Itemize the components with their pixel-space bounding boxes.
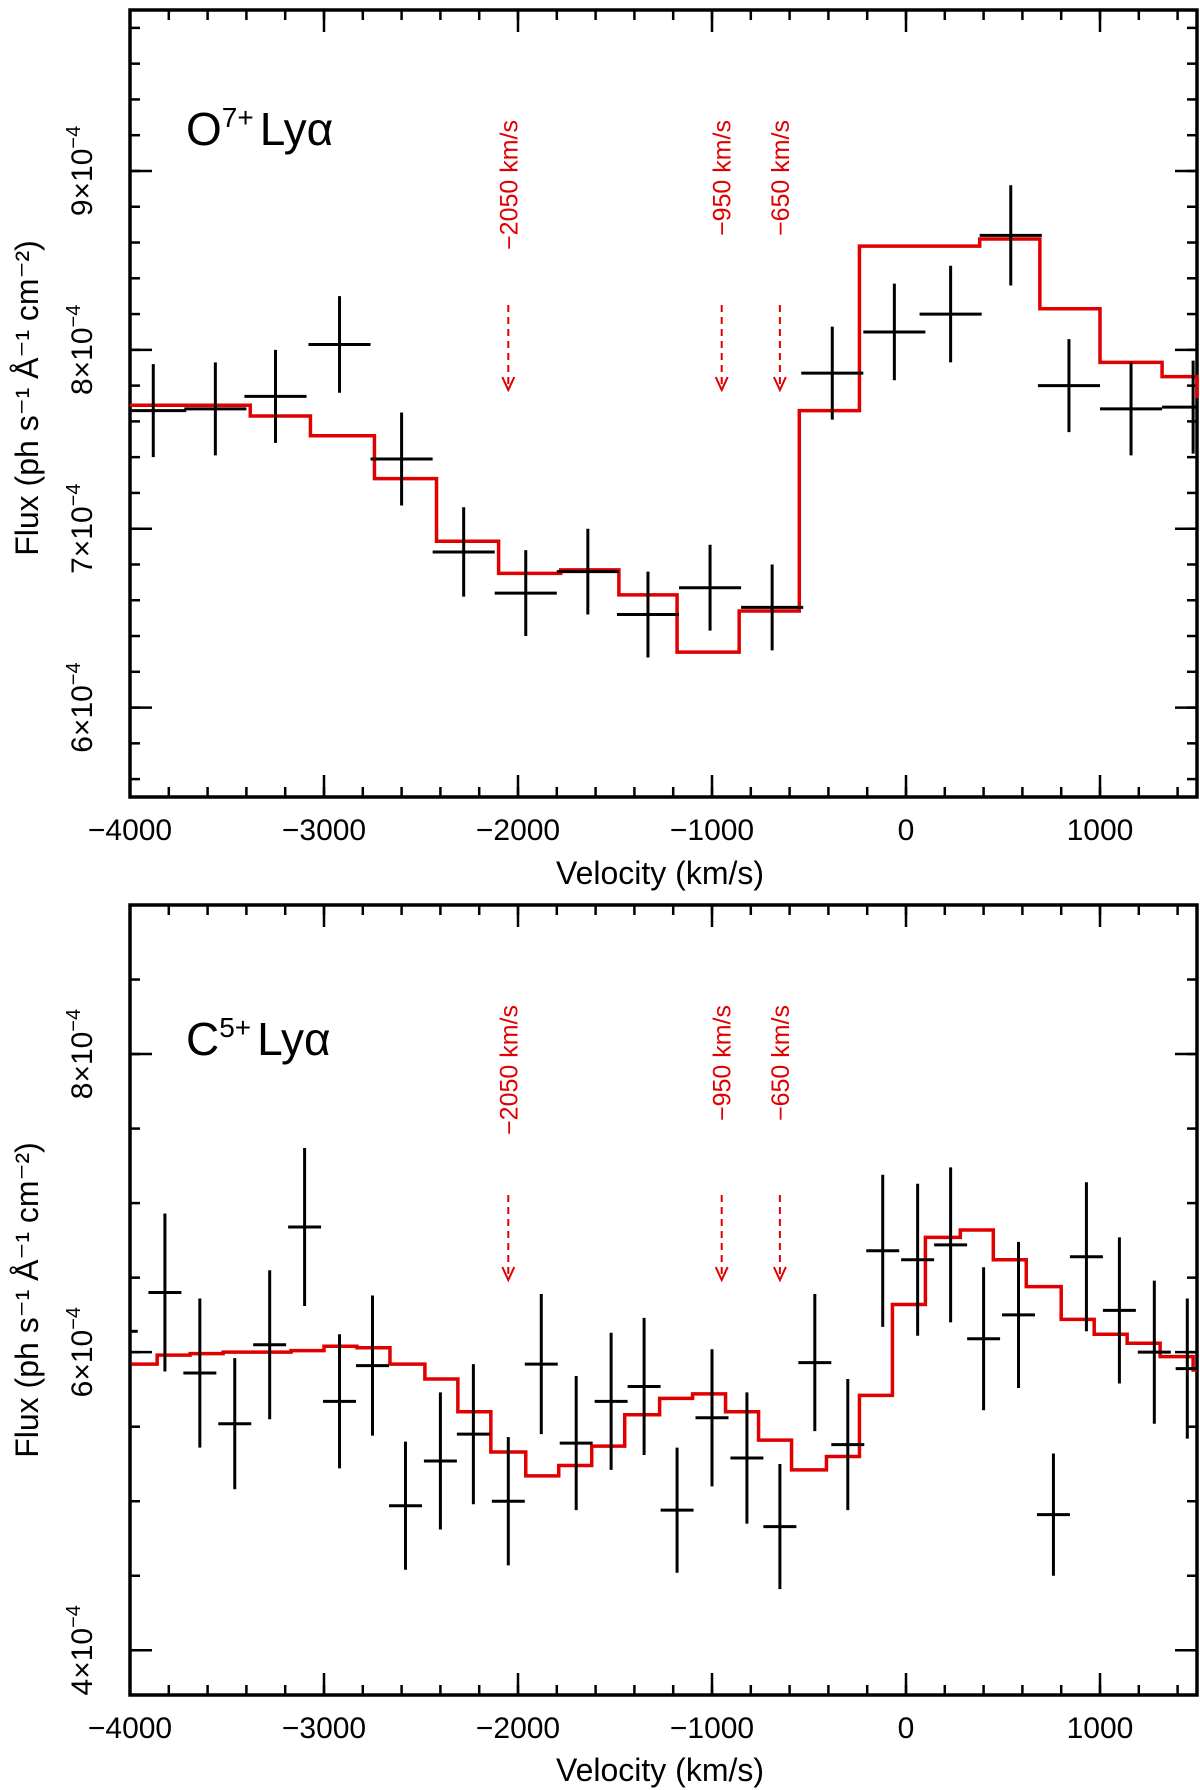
data-point <box>1069 1182 1103 1332</box>
y-tick-label: 6×10−4 <box>63 662 99 752</box>
data-point <box>1175 1298 1197 1439</box>
data-point <box>967 1267 1001 1411</box>
velocity-marker-arrowhead <box>501 1266 516 1283</box>
data-point <box>184 362 247 456</box>
data-point <box>253 1270 287 1420</box>
velocity-marker-arrowhead <box>714 1266 729 1283</box>
data-point <box>831 1379 865 1511</box>
panel-c5-lya: C5+ Lyα Velocity (km/s) Flux (ph s⁻¹ Å⁻¹ … <box>9 903 1199 1788</box>
y-tick-label: 6×10−4 <box>63 1307 99 1397</box>
y-axis-label: Flux (ph s⁻¹ Å⁻¹ cm⁻²) <box>9 1142 45 1458</box>
data-point <box>1037 339 1100 433</box>
x-tick-label: −1000 <box>670 814 754 847</box>
data-point <box>388 1441 422 1570</box>
data-point <box>594 1332 628 1470</box>
data-point <box>1162 360 1197 454</box>
data-point <box>866 1174 900 1327</box>
velocity-marker-arrowhead <box>772 376 787 393</box>
y-tick-label: 4×10−4 <box>63 1605 99 1695</box>
velocity-marker-label: −650 km/s <box>767 1005 795 1121</box>
y-tick-label: 9×10−4 <box>63 126 99 216</box>
x-tick-label: 1000 <box>1067 1712 1134 1745</box>
x-tick-label: 1000 <box>1067 814 1134 847</box>
data-point <box>763 1463 797 1590</box>
x-tick-label: −4000 <box>88 1712 172 1745</box>
x-tick-label: −3000 <box>282 814 366 847</box>
data-point <box>801 326 864 420</box>
data-point <box>494 550 557 637</box>
velocity-marker-label: −2050 km/s <box>495 1005 523 1135</box>
data-point <box>130 364 187 458</box>
x-axis-label: Velocity (km/s) <box>556 855 764 891</box>
x-tick-label: −2000 <box>476 814 560 847</box>
data-point <box>524 1294 558 1435</box>
model-histogram <box>130 237 1199 654</box>
velocity-marker-arrowhead <box>772 1266 787 1283</box>
data-point <box>919 265 982 363</box>
data-point <box>660 1447 694 1573</box>
data-point <box>1036 1453 1070 1576</box>
data-point <box>432 507 495 597</box>
panel-title: C5+ Lyα <box>186 1012 331 1065</box>
data-point <box>863 283 926 381</box>
data-point <box>556 528 619 615</box>
x-tick-label: −2000 <box>476 1712 560 1745</box>
data-point <box>741 564 804 651</box>
panel-o7-lya: O7+ Lyα Velocity (km/s) Flux (ph s⁻¹ Å⁻¹ … <box>9 8 1199 891</box>
velocity-marker-label: −2050 km/s <box>495 120 523 250</box>
velocity-marker-arrowhead <box>501 376 516 393</box>
data-point <box>183 1298 217 1448</box>
data-point <box>730 1392 764 1524</box>
data-point <box>128 1261 138 1402</box>
velocity-marker-label: −650 km/s <box>767 120 795 236</box>
data-point <box>423 1392 457 1530</box>
data-point <box>1002 1241 1036 1388</box>
data-point <box>218 1358 252 1490</box>
data-point <box>456 1364 490 1505</box>
data-point <box>1102 1237 1136 1384</box>
velocity-marker-arrowhead <box>714 376 729 393</box>
panel-title: O7+ Lyα <box>186 102 333 155</box>
y-axis-label: Flux (ph s⁻¹ Å⁻¹ cm⁻²) <box>9 240 45 556</box>
data-point <box>559 1376 593 1511</box>
x-axis-label: Velocity (km/s) <box>556 1752 764 1788</box>
x-tick-label: −3000 <box>282 1712 366 1745</box>
x-tick-label: 0 <box>898 1712 915 1745</box>
data-point <box>148 1213 182 1372</box>
data-point <box>308 296 371 393</box>
x-tick-label: 0 <box>898 814 915 847</box>
data-point <box>934 1167 968 1323</box>
y-tick-label: 7×10−4 <box>63 484 99 574</box>
data-point <box>323 1334 357 1469</box>
model-histogram <box>130 1228 1197 1478</box>
data-point <box>979 185 1042 286</box>
y-tick-label: 8×10−4 <box>63 1009 99 1099</box>
y-tick-label: 8×10−4 <box>63 305 99 395</box>
velocity-marker-label: −950 km/s <box>709 1005 737 1121</box>
data-point <box>1100 362 1163 456</box>
data-point <box>244 349 307 443</box>
data-point <box>288 1147 322 1306</box>
data-point <box>616 571 680 658</box>
data-point <box>356 1295 389 1436</box>
data-point <box>491 1437 525 1566</box>
data-point <box>695 1349 729 1487</box>
data-point <box>798 1294 832 1432</box>
data-point <box>1137 1280 1171 1424</box>
velocity-marker-label: −950 km/s <box>709 120 737 236</box>
data-point <box>370 412 433 506</box>
x-tick-label: −4000 <box>88 814 172 847</box>
data-point <box>679 544 742 631</box>
x-tick-label: −1000 <box>670 1712 754 1745</box>
data-point <box>901 1183 935 1336</box>
data-point <box>627 1317 661 1456</box>
plot-frame <box>128 8 1199 799</box>
